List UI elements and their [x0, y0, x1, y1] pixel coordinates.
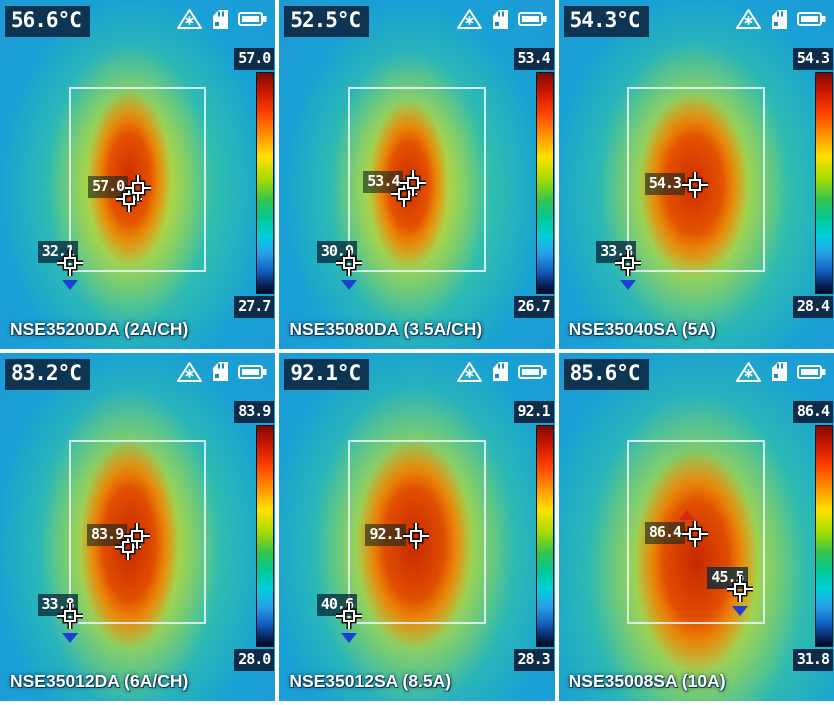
hot-spot-temp: 54.3: [644, 173, 685, 196]
crosshair-icon: [56, 250, 83, 277]
battery-icon: [238, 364, 267, 379]
hot-spot-temp: 57.0: [88, 176, 129, 199]
current-temp-readout: 56.6°C: [5, 6, 90, 37]
battery-icon: [238, 12, 267, 26]
scale-max-label: 57.0: [234, 48, 275, 70]
status-icons: [735, 8, 826, 30]
color-scale-bar: [815, 424, 833, 647]
battery-icon: [797, 364, 826, 379]
scale-max-label: 83.9: [234, 400, 275, 423]
laser-warning-icon: [456, 361, 482, 382]
crosshair-icon: [726, 575, 753, 602]
status-icons: [456, 8, 547, 30]
color-scale-bar: [256, 72, 275, 294]
laser-warning-icon: [177, 361, 203, 382]
current-temp-readout: 92.1°C: [284, 358, 370, 390]
crosshair-icon: [125, 175, 152, 202]
blue-down-arrow-icon: [340, 280, 357, 291]
crosshair-icon: [124, 522, 151, 549]
blue-down-arrow-icon: [61, 280, 78, 291]
color-scale-bar: [535, 424, 554, 647]
thermal-panel-2: 52.5°C 53.4 26.7 53.4 30.9 NSE35080DA (3…: [279, 0, 555, 349]
thermal-panel-4: 83.2°C 83.9 28.0 83.9 33.8 NSE35012DA (6…: [0, 352, 276, 701]
product-label: NSE35080DA (3.5A/CH): [289, 318, 483, 339]
color-scale-bar: [256, 424, 275, 647]
sd-card-icon: [213, 362, 229, 381]
crosshair-icon: [402, 522, 429, 549]
laser-warning-icon: [177, 9, 203, 29]
blue-down-arrow-icon: [620, 280, 637, 291]
scale-min-label: 31.8: [792, 648, 833, 671]
crosshair-icon: [681, 172, 708, 199]
current-temp-readout: 83.2°C: [5, 358, 90, 390]
product-label: NSE35008SA (10A): [568, 671, 726, 691]
thermal-panel-3: 54.3°C 54.3 28.4 54.3 33.8 NSE35040SA (5…: [558, 0, 834, 349]
crosshair-icon: [335, 250, 362, 277]
laser-warning-icon: [456, 9, 482, 29]
scale-max-label: 54.3: [792, 48, 833, 70]
color-scale-bar: [815, 72, 833, 294]
measure-area-rect: [348, 87, 486, 272]
blue-down-arrow-icon: [61, 632, 78, 643]
sd-card-icon: [213, 9, 229, 29]
product-label: NSE35200DA (2A/CH): [10, 318, 189, 339]
battery-icon: [517, 12, 547, 26]
current-temp-readout: 54.3°C: [563, 6, 649, 37]
crosshair-icon: [615, 250, 642, 277]
status-icons: [735, 361, 826, 383]
product-label: NSE35012SA (8.5A): [289, 671, 452, 691]
color-scale-bar: [535, 72, 554, 294]
laser-warning-icon: [736, 9, 761, 29]
hot-spot-temp: 86.4: [644, 521, 685, 544]
sd-card-icon: [492, 362, 508, 381]
product-label: NSE35040SA (5A): [568, 318, 716, 339]
crosshair-icon: [681, 520, 708, 547]
thermal-panel-5: 92.1°C 92.1 28.3 92.1 40.6 NSE35012SA (8…: [279, 352, 555, 701]
status-icons: [176, 361, 267, 383]
scale-min-label: 26.7: [513, 296, 554, 318]
sd-card-icon: [772, 362, 787, 381]
hot-spot-temp: 92.1: [365, 523, 406, 546]
crosshair-icon: [56, 602, 83, 629]
current-temp-readout: 52.5°C: [284, 6, 370, 37]
measure-area-rect: [68, 87, 207, 272]
measure-area-rect: [348, 439, 486, 625]
scale-max-label: 92.1: [513, 400, 554, 423]
thermal-panel-1: 56.6°C 57.0 27.7 57.0 32.1 NSE35200DA (2…: [0, 0, 276, 349]
blue-down-arrow-icon: [340, 632, 357, 643]
scale-min-label: 28.4: [792, 296, 833, 318]
battery-icon: [517, 364, 547, 379]
scale-max-label: 53.4: [513, 48, 554, 70]
current-temp-readout: 85.6°C: [563, 358, 649, 390]
blue-down-arrow-icon: [731, 605, 748, 616]
laser-warning-icon: [736, 361, 761, 382]
scale-min-label: 28.3: [513, 648, 554, 671]
status-icons: [456, 361, 547, 383]
crosshair-icon: [335, 602, 362, 629]
red-up-arrow-icon: [678, 509, 695, 520]
scale-min-label: 27.7: [234, 296, 275, 318]
thermal-panel-6: 85.6°C 86.4 31.8 86.4 45.5 NSE35008SA (1…: [558, 352, 834, 701]
scale-max-label: 86.4: [792, 400, 833, 423]
battery-icon: [797, 12, 826, 26]
crosshair-icon: [400, 170, 427, 197]
hot-spot-temp: 83.9: [86, 523, 128, 546]
status-icons: [176, 8, 267, 30]
sd-card-icon: [772, 9, 787, 29]
sd-card-icon: [492, 9, 508, 29]
measure-area-rect: [627, 439, 766, 625]
scale-min-label: 28.0: [234, 648, 275, 671]
hot-spot-temp: 53.4: [363, 171, 404, 194]
measure-area-rect: [627, 87, 766, 272]
product-label: NSE35012DA (6A/CH): [10, 671, 189, 691]
measure-area-rect: [68, 439, 207, 625]
